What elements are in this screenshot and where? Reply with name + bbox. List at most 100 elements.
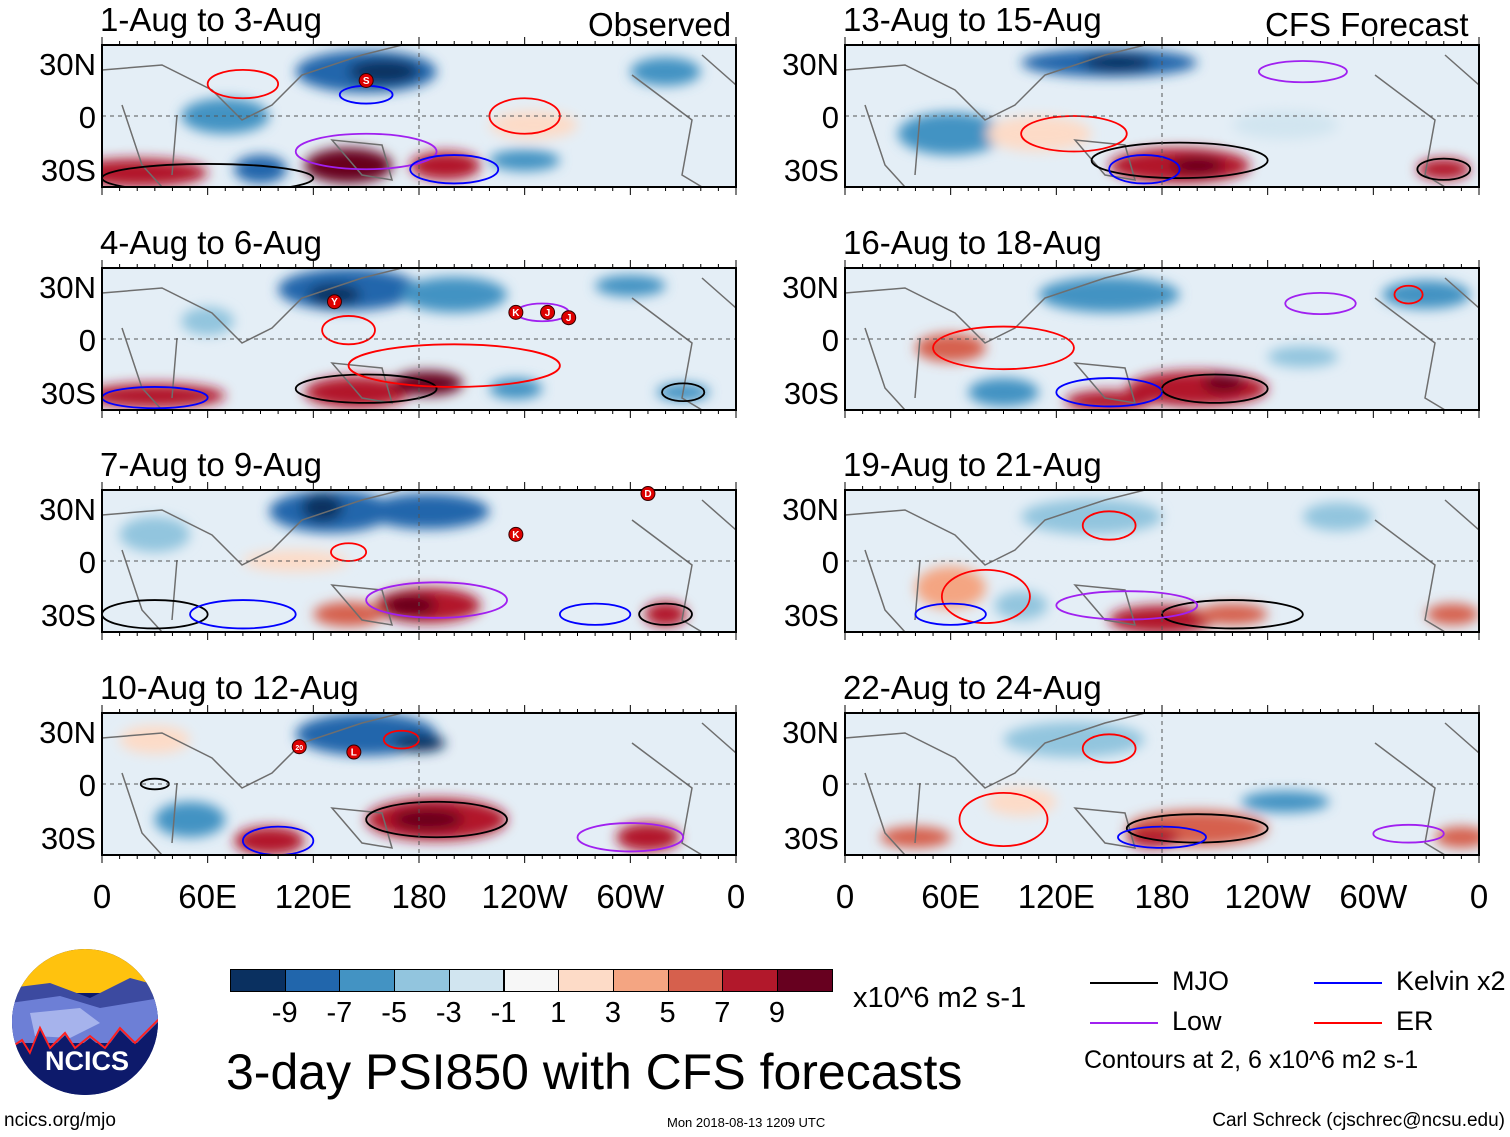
contour-line xyxy=(365,800,508,839)
coastline xyxy=(102,45,736,187)
storm-label: K xyxy=(512,308,520,319)
map-panel xyxy=(844,482,1480,640)
anomaly-blob xyxy=(968,378,1039,407)
anomaly-blob xyxy=(985,787,1057,816)
footer-url[interactable]: ncics.org/mjo xyxy=(4,1110,116,1131)
storm-marker[interactable]: D xyxy=(640,486,656,502)
anomaly-blob xyxy=(119,725,191,754)
contour-line xyxy=(1257,60,1348,84)
lat-label: 0 xyxy=(821,768,839,803)
colorbar-swatch xyxy=(777,969,833,992)
lat-label: 0 xyxy=(78,768,96,803)
contour-line xyxy=(409,154,500,185)
contour-line xyxy=(638,602,693,626)
anomaly-blob xyxy=(392,808,464,831)
anomaly-blob xyxy=(1126,826,1180,848)
contour-line xyxy=(932,325,1075,371)
storm-marker[interactable]: K xyxy=(508,526,524,542)
colorbar-label: 9 xyxy=(768,997,786,1029)
storm-marker[interactable]: S xyxy=(358,73,374,88)
coastline xyxy=(102,713,736,855)
storm-label: J xyxy=(545,308,551,319)
lon-label: 0 xyxy=(726,878,746,915)
storm-marker[interactable]: L xyxy=(346,744,362,760)
anomaly-blob xyxy=(630,57,701,86)
colorbar-swatch xyxy=(612,969,669,992)
map-panel xyxy=(844,705,1480,863)
lat-label: 30S xyxy=(783,153,839,188)
colorbar-swatch xyxy=(503,969,560,992)
anomaly-blob xyxy=(401,276,508,313)
contour-line xyxy=(1125,813,1269,844)
contour-line xyxy=(1081,510,1137,541)
legend-label: ER xyxy=(1396,1006,1434,1036)
map-panel xyxy=(844,260,1480,418)
contour-line xyxy=(1108,154,1181,185)
anomaly-blob xyxy=(1197,603,1268,625)
panel-title: 19-Aug to 21-Aug xyxy=(843,446,1102,483)
contour-line xyxy=(102,386,209,410)
anomaly-blob xyxy=(595,275,666,297)
anomaly-blob xyxy=(154,801,226,838)
contour-line xyxy=(321,315,376,346)
coastline xyxy=(845,713,1479,855)
anomaly-blob xyxy=(915,566,986,609)
contour-line xyxy=(1090,141,1269,180)
contour-line xyxy=(1284,291,1357,316)
anomaly-blob xyxy=(1434,826,1479,848)
storm-label: S xyxy=(363,76,370,87)
lon-label: 120E xyxy=(1017,878,1095,915)
lat-label: 30S xyxy=(40,821,96,856)
storm-marker[interactable]: K xyxy=(508,304,524,320)
ncics-logo: NCICS xyxy=(12,949,158,1095)
lon-label: 180 xyxy=(391,878,447,915)
storm-label: Y xyxy=(331,297,338,308)
contour-line xyxy=(1081,733,1137,764)
anomaly-blob xyxy=(392,370,464,396)
lon-label: 120E xyxy=(274,878,352,915)
anomaly-blob xyxy=(644,601,687,627)
colorbar-label: 1 xyxy=(550,997,567,1029)
anomaly-blob xyxy=(119,516,191,553)
colorbar-label: -9 xyxy=(271,997,298,1029)
lon-label: 180 xyxy=(1134,878,1190,915)
contour-line xyxy=(661,382,706,403)
anomaly-blob xyxy=(366,493,490,530)
anomaly-blob xyxy=(1302,502,1374,531)
map-panel xyxy=(844,37,1480,195)
anomaly-blob xyxy=(1232,110,1339,140)
contour-line xyxy=(1393,284,1424,305)
contour-line xyxy=(940,568,1031,625)
lat-label: 0 xyxy=(821,100,839,135)
anomaly-blob xyxy=(1426,603,1479,625)
map-panel: 20 L xyxy=(101,705,737,863)
storm-label: J xyxy=(566,313,572,324)
colorbar-label: -5 xyxy=(381,997,407,1029)
contour-line xyxy=(958,791,1049,848)
lat-label: 0 xyxy=(821,545,839,580)
storm-marker[interactable]: J xyxy=(561,310,577,326)
anomaly-blob xyxy=(1417,158,1471,180)
panel-title: 16-Aug to 18-Aug xyxy=(843,224,1102,261)
lat-label: 30N xyxy=(39,270,96,305)
colorbar-swatch xyxy=(394,969,450,992)
anomaly-blob xyxy=(234,155,287,184)
storm-marker[interactable]: Y xyxy=(326,294,342,310)
lat-label: 30S xyxy=(40,598,96,633)
lat-label: 30S xyxy=(783,376,839,411)
anomaly-blob xyxy=(1082,53,1154,72)
legend-label: Low xyxy=(1172,1006,1222,1036)
storm-marker[interactable]: J xyxy=(540,304,556,320)
colorbar-label: 3 xyxy=(604,997,621,1029)
contour-line xyxy=(102,599,209,630)
contour-line xyxy=(365,581,508,619)
anomaly-blob xyxy=(301,493,344,522)
storm-marker[interactable]: 20 xyxy=(291,739,307,755)
anomaly-blob xyxy=(234,826,305,855)
anomaly-blob xyxy=(1003,721,1145,758)
anomaly-blob xyxy=(616,823,680,852)
panel-title: 13-Aug to 15-Aug xyxy=(843,1,1102,38)
legend-label: Kelvin x2 xyxy=(1396,966,1506,996)
coastline xyxy=(845,490,1479,632)
storm-label: K xyxy=(512,530,520,541)
